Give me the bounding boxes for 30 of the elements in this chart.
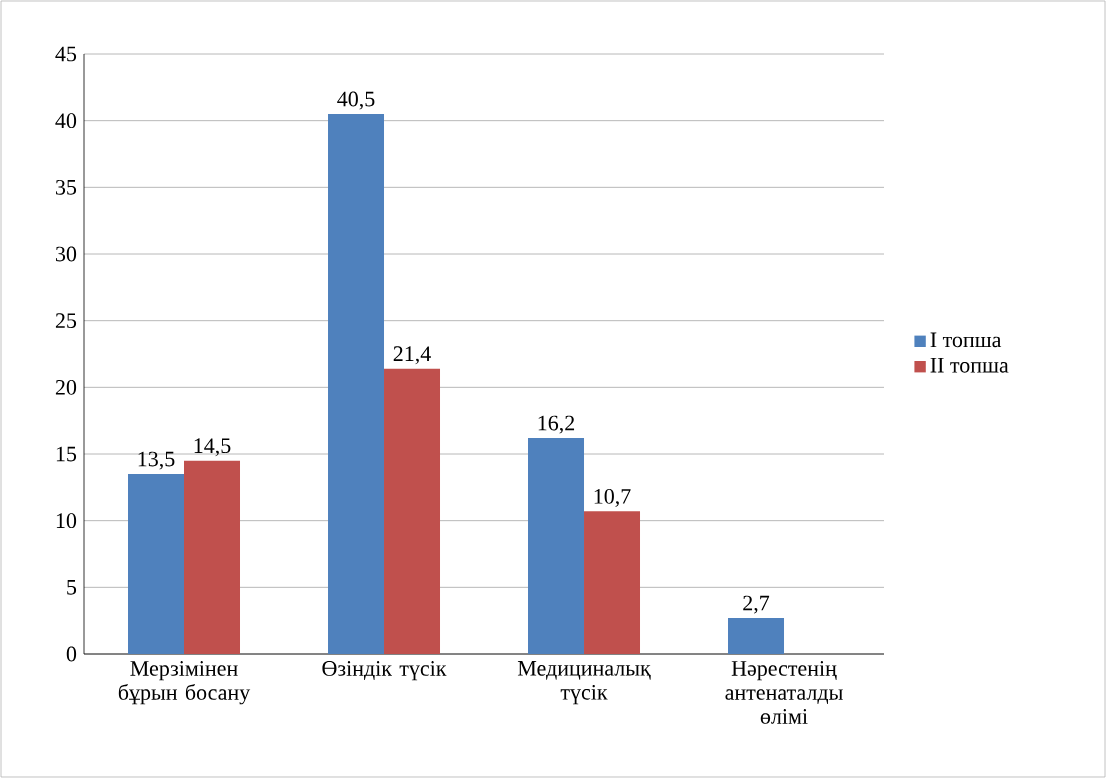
y-tick-label: 10 bbox=[56, 513, 77, 529]
y-tick-label: 20 bbox=[55, 379, 77, 395]
data-label: 2,7 bbox=[743, 595, 770, 614]
bar bbox=[528, 438, 585, 654]
bar bbox=[328, 114, 385, 654]
legend-label: II топша bbox=[930, 358, 1009, 373]
x-tick-label: Мерзімінен бұрын босану bbox=[118, 661, 251, 705]
x-tick-label: Нәрестенің антенаталды өлімі bbox=[725, 661, 843, 724]
data-label: 14,5 bbox=[194, 438, 231, 457]
bar bbox=[184, 460, 240, 654]
data-label: 13,5 bbox=[138, 451, 175, 470]
legend-label: I топша bbox=[930, 332, 1002, 348]
bar bbox=[584, 511, 641, 654]
y-tick-label: 25 bbox=[55, 313, 77, 329]
data-label: 40,5 bbox=[337, 91, 375, 110]
y-tick-label: 40 bbox=[55, 113, 77, 129]
data-label: 10,7 bbox=[594, 488, 631, 507]
y-tick-label: 30 bbox=[56, 246, 77, 262]
y-tick-label: 35 bbox=[56, 179, 77, 195]
x-tick-label: Медициналық түсік bbox=[517, 661, 651, 705]
x-tick-label: Өзіндік түсік bbox=[322, 661, 447, 681]
y-tick-label: 0 bbox=[66, 646, 77, 662]
y-tick-label: 15 bbox=[56, 446, 77, 462]
bar bbox=[728, 618, 785, 654]
bar bbox=[384, 368, 441, 654]
bar bbox=[128, 474, 185, 654]
y-tick-label: 5 bbox=[67, 580, 77, 595]
data-label: 21,4 bbox=[393, 346, 431, 365]
y-tick-label: 45 bbox=[55, 46, 77, 62]
data-label: 16,2 bbox=[538, 415, 575, 434]
